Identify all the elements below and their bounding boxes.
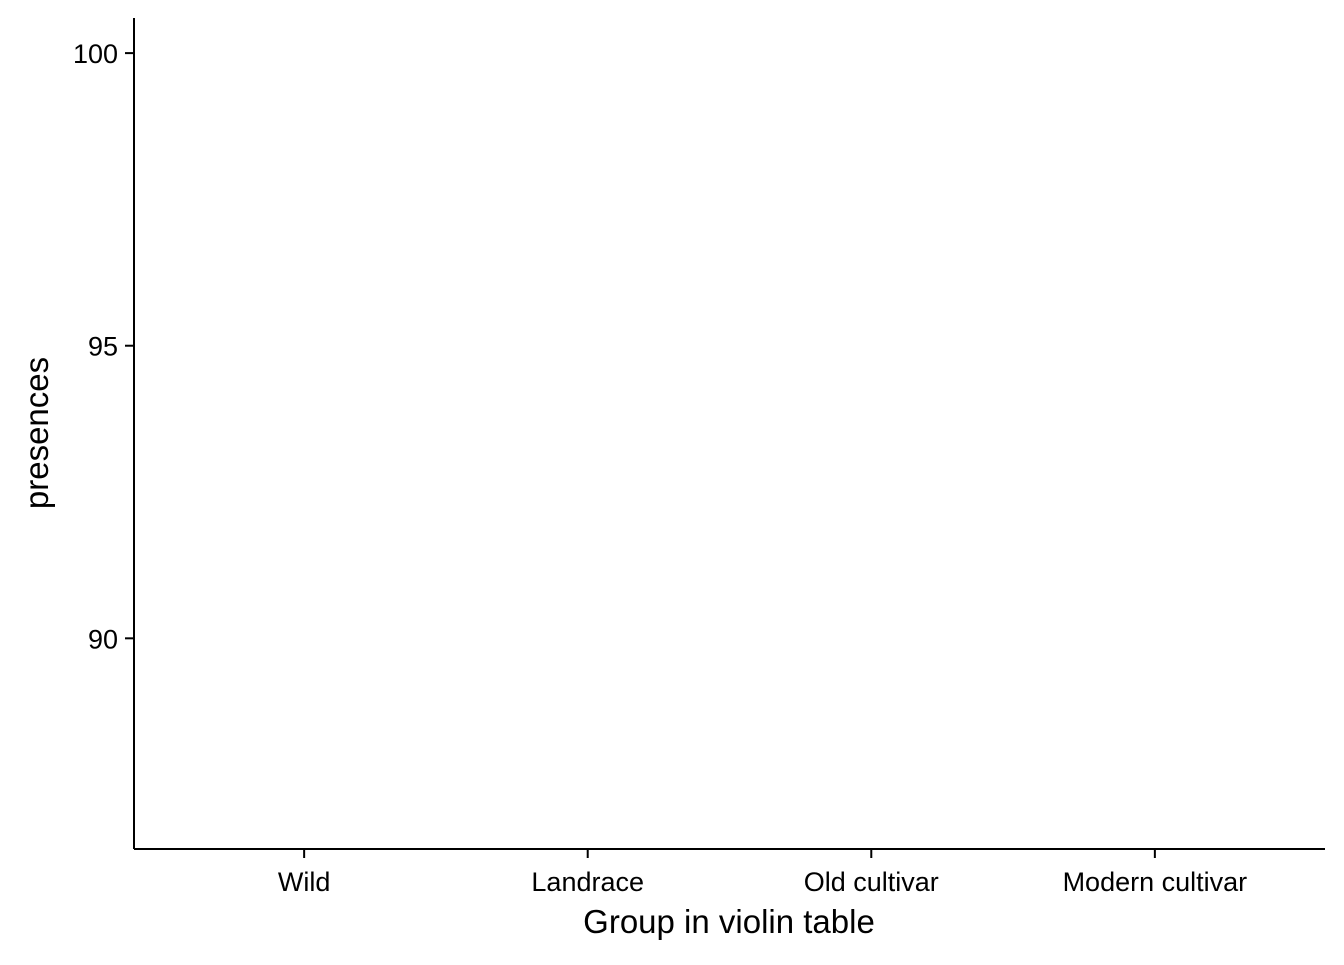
y-tick-label: 100 [73, 39, 118, 69]
x-axis-title: Group in violin table [583, 903, 875, 940]
y-axis-ticks: 90 95 100 [73, 39, 134, 654]
x-tick-label: Old cultivar [804, 867, 939, 897]
x-axis-ticks: Wild Landrace Old cultivar Modern cultivar [278, 849, 1247, 897]
x-tick-label: Modern cultivar [1063, 867, 1248, 897]
y-tick-label: 95 [88, 332, 118, 362]
x-tick-label: Wild [278, 867, 331, 897]
x-tick-label: Landrace [531, 867, 644, 897]
y-tick-label: 90 [88, 624, 118, 654]
y-axis-title: presences [18, 357, 55, 509]
